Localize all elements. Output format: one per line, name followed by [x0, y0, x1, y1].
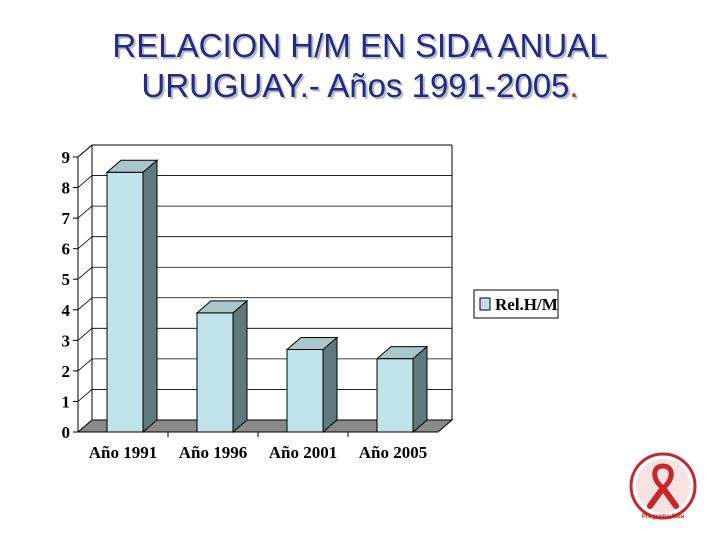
- title-line-2: URUGUAY.- Años 1991-2005.: [0, 66, 720, 106]
- bar-top: [105, 159, 159, 173]
- bar-side: [142, 159, 158, 434]
- y-tick-label: 0: [62, 423, 71, 442]
- gridline-depth: [77, 236, 93, 249]
- bar-front: [286, 349, 324, 433]
- title-period: .: [569, 67, 579, 104]
- bar-front: [196, 312, 234, 433]
- x-tick-label: Año 2005: [359, 443, 427, 462]
- y-tick-label: 4: [62, 301, 71, 320]
- legend: Rel.H/M: [473, 289, 559, 319]
- bar-top: [195, 300, 249, 314]
- y-tick-label: 1: [62, 392, 71, 411]
- logo-text: Programa Sida: [642, 514, 685, 520]
- y-tick-label: 9: [62, 148, 71, 167]
- gridline-depth: [77, 175, 93, 188]
- x-tick-label: Año 1991: [89, 443, 157, 462]
- gridline-depth: [77, 358, 93, 372]
- bar-side: [322, 336, 338, 434]
- legend-swatch: [479, 297, 491, 311]
- bar-front: [106, 171, 144, 433]
- programa-sida-logo: Programa Sida: [629, 452, 697, 520]
- title-line-1: RELACION H/M EN SIDA ANUAL: [112, 27, 608, 64]
- bar-top: [375, 346, 429, 360]
- legend-label: Rel.H/M: [495, 295, 558, 314]
- x-tick-label: Año 1996: [179, 443, 247, 462]
- gridline-depth: [77, 297, 93, 311]
- bar-side: [412, 345, 428, 434]
- bar: [285, 336, 339, 434]
- gridline-depth: [77, 205, 93, 219]
- title-line-2-text: URUGUAY.- Años 1991-2005: [141, 67, 570, 104]
- bar: [105, 159, 159, 434]
- y-tick-label: 3: [62, 331, 71, 350]
- y-tick-label: 6: [62, 240, 71, 259]
- bar-top: [285, 337, 339, 350]
- gridline-depth: [77, 328, 93, 341]
- gridline-depth: [77, 389, 93, 402]
- gridline-depth: [77, 144, 93, 158]
- y-tick-label: 8: [62, 179, 71, 198]
- y-tick-label: 2: [62, 362, 71, 381]
- gridline-depth: [77, 266, 93, 280]
- y-tick-label: 7: [62, 209, 71, 228]
- y-tick-label: 5: [62, 270, 71, 289]
- x-tick-label: Año 2001: [269, 443, 337, 462]
- bar: [195, 299, 249, 434]
- bar-side: [232, 299, 248, 434]
- bar: [375, 345, 429, 434]
- bar-front: [376, 358, 414, 433]
- slide-title: RELACION H/M EN SIDA ANUAL URUGUAY.- Año…: [0, 26, 720, 106]
